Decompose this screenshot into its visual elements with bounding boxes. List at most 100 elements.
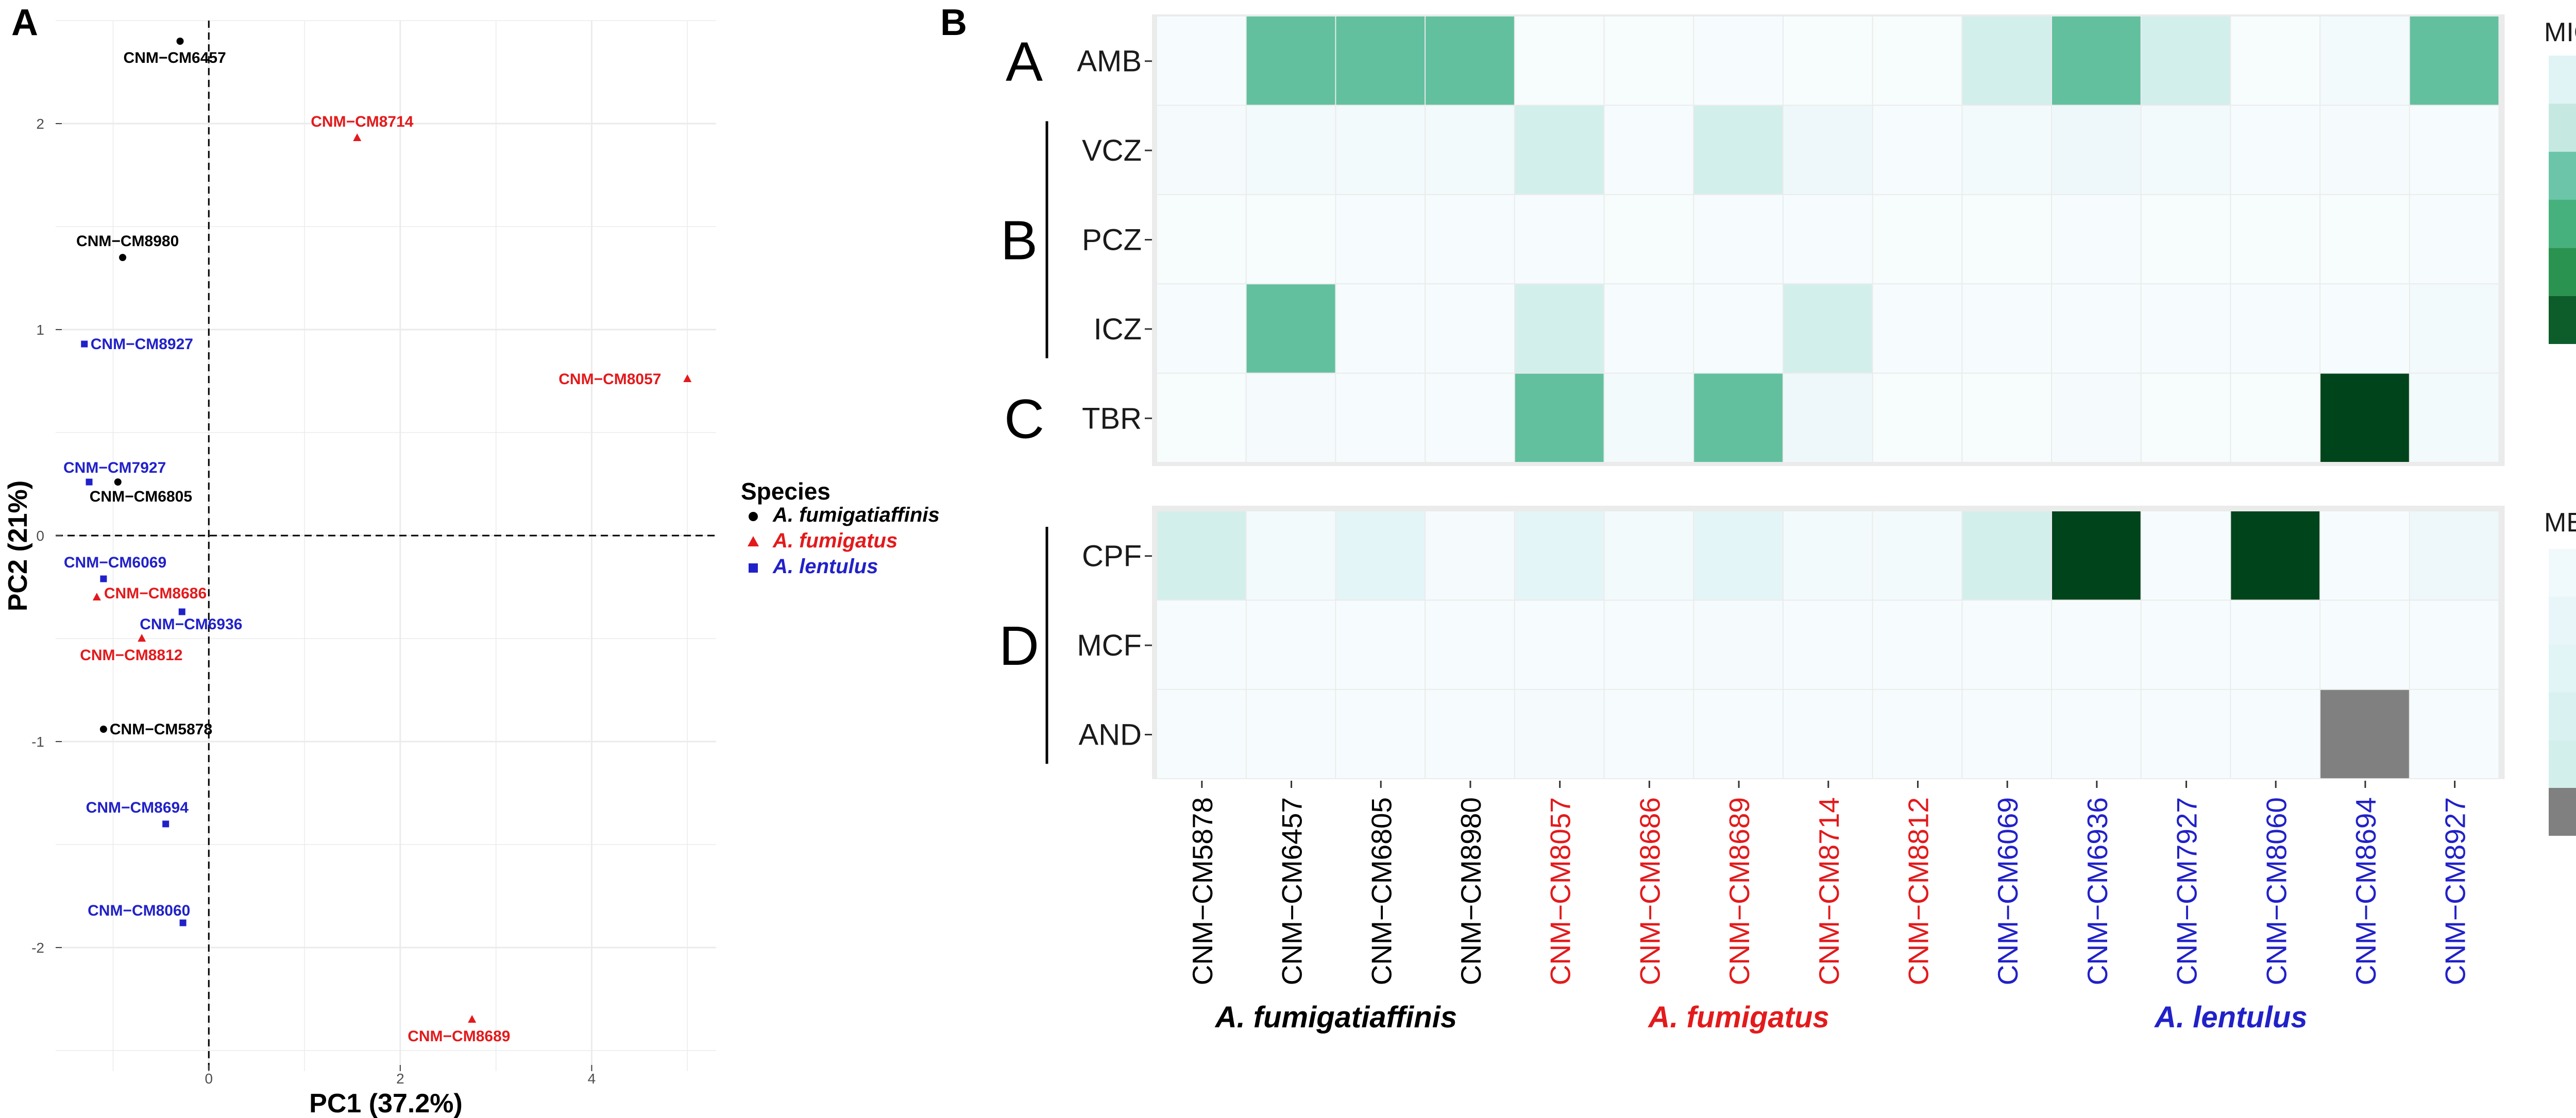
legend-key bbox=[748, 536, 759, 546]
row-label: AMB bbox=[1077, 45, 1142, 78]
heatmap-cell bbox=[1783, 284, 1872, 373]
heatmap-cell bbox=[1426, 195, 1514, 284]
row-label: PCZ bbox=[1082, 223, 1142, 257]
legend-key bbox=[749, 563, 758, 573]
scatter-point bbox=[92, 593, 101, 600]
heatmap-cell bbox=[1246, 600, 1335, 689]
point-label: CNM−CM8686 bbox=[104, 585, 207, 602]
heatmap-cell bbox=[2231, 284, 2320, 373]
heatmap-cell bbox=[1873, 373, 1962, 462]
heatmap-cell bbox=[2410, 284, 2499, 373]
legend-swatch bbox=[2549, 596, 2576, 645]
heatmap-cell bbox=[2320, 600, 2409, 689]
row-label: VCZ bbox=[1082, 134, 1142, 167]
column-label: CNM−CM8057 bbox=[1545, 797, 1577, 985]
point-label: CNM−CM8060 bbox=[88, 902, 190, 919]
heatmap-cell bbox=[1157, 373, 1246, 462]
legend-swatch bbox=[2549, 200, 2576, 248]
heatmap-cell bbox=[2320, 16, 2409, 105]
legend-label: A. lentulus bbox=[772, 555, 878, 578]
heatmap-cell bbox=[1873, 284, 1962, 373]
heatmap-cell bbox=[1336, 106, 1425, 194]
heatmap-cell bbox=[1694, 600, 1783, 689]
heatmap-cell bbox=[2410, 511, 2499, 600]
scatter-point bbox=[179, 919, 187, 926]
column-label: CNM−CM8694 bbox=[2350, 797, 2382, 985]
heatmap-cell bbox=[1515, 16, 1604, 105]
heatmap-cell bbox=[2231, 16, 2320, 105]
heatmap-cell bbox=[1962, 373, 2051, 462]
legend-swatch bbox=[2549, 740, 2576, 788]
heatmap-cell bbox=[2320, 511, 2409, 600]
pca-scatter-plot: 0 2 4 -2 -1 0 1 2 PC1 (37.2%) PC2 (21%) CNM−CM6457… bbox=[3, 20, 940, 1118]
column-label: CNM−CM6936 bbox=[2081, 797, 2113, 985]
heatmap-cell bbox=[1962, 195, 2051, 284]
row-group-letter: D bbox=[999, 614, 1039, 677]
species-label: A. fumigatiaffinis bbox=[1214, 1001, 1457, 1034]
heatmap-cell bbox=[1604, 284, 1693, 373]
heatmap-cell bbox=[2410, 373, 2499, 462]
point-label: CNM−CM8980 bbox=[76, 233, 179, 250]
column-label: CNM−CM8927 bbox=[2439, 797, 2471, 985]
x-tick-label: 4 bbox=[588, 1071, 596, 1087]
heatmap-cell bbox=[1157, 690, 1246, 779]
heatmap-cell bbox=[1604, 195, 1693, 284]
heatmap-cell bbox=[1336, 284, 1425, 373]
x-tick-label: 0 bbox=[205, 1071, 213, 1087]
heatmap-cell bbox=[2052, 195, 2141, 284]
column-label: CNM−CM8686 bbox=[1634, 797, 1666, 985]
scatter-point bbox=[86, 478, 93, 486]
heatmap-cell bbox=[1336, 511, 1425, 600]
scatter-point bbox=[138, 634, 146, 642]
scatter-point bbox=[81, 340, 88, 348]
heatmap-cell bbox=[1873, 195, 1962, 284]
heatmap-cell bbox=[2320, 373, 2409, 462]
heatmap-cell bbox=[1246, 373, 1335, 462]
heatmap-cell bbox=[1157, 284, 1246, 373]
heatmap-cell bbox=[1157, 106, 1246, 194]
legend-title: MIC/MEC bbox=[2544, 18, 2576, 47]
heatmap-cell bbox=[1604, 16, 1693, 105]
x-tick-label: 2 bbox=[396, 1071, 404, 1087]
heatmap-cell bbox=[1604, 373, 1693, 462]
legend-label: A. fumigatiaffinis bbox=[772, 504, 940, 526]
heatmap-cell bbox=[1694, 690, 1783, 779]
heatmap-cell bbox=[1246, 690, 1335, 779]
heatmap-cell bbox=[1962, 600, 2051, 689]
column-label: CNM−CM8812 bbox=[1902, 797, 1934, 985]
column-label: CNM−CM8689 bbox=[1723, 797, 1755, 985]
heatmap-cell bbox=[1873, 16, 1962, 105]
heatmap-cell bbox=[2320, 284, 2409, 373]
heatmap-cell bbox=[1873, 511, 1962, 600]
column-label: CNM−CM6805 bbox=[1365, 797, 1397, 985]
heatmap-cell bbox=[1694, 373, 1783, 462]
heatmap-cell bbox=[1962, 690, 2051, 779]
heatmap-cell bbox=[2231, 690, 2320, 779]
heatmap-cell bbox=[1246, 195, 1335, 284]
column-label: CNM−CM8060 bbox=[2260, 797, 2292, 985]
panel-label-a: A bbox=[11, 2, 38, 43]
heatmap-cell bbox=[1157, 195, 1246, 284]
legend-swatch bbox=[2549, 296, 2576, 344]
heatmap-cell bbox=[1246, 284, 1335, 373]
heatmap-cell bbox=[2052, 373, 2141, 462]
heatmap-cell bbox=[1694, 16, 1783, 105]
heatmap-cell bbox=[1157, 511, 1246, 600]
heatmap-cell bbox=[1426, 600, 1514, 689]
heatmap-cell bbox=[1604, 690, 1693, 779]
heatmap-cell bbox=[2141, 600, 2230, 689]
legend-swatch bbox=[2549, 549, 2576, 597]
point-label: CNM−CM8689 bbox=[408, 1028, 510, 1045]
heatmap-cell bbox=[2231, 600, 2320, 689]
y-tick-label: 0 bbox=[36, 528, 44, 544]
heatmap-cell bbox=[1157, 16, 1246, 105]
legend-title: MEC bbox=[2544, 508, 2576, 538]
column-label: CNM−CM6457 bbox=[1276, 797, 1308, 985]
heatmap-cell bbox=[1336, 195, 1425, 284]
heatmap-cell bbox=[1962, 511, 2051, 600]
y-tick-label: -2 bbox=[31, 940, 44, 956]
point-label: CNM−CM6069 bbox=[64, 554, 166, 571]
heatmap-cell bbox=[1515, 373, 1604, 462]
legend-swatch bbox=[2549, 644, 2576, 693]
legend-swatch-missing bbox=[2549, 788, 2576, 836]
